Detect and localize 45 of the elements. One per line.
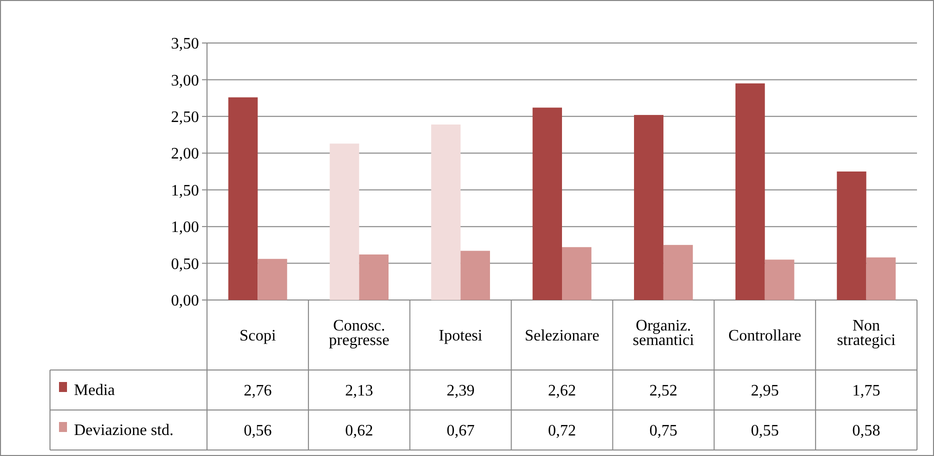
data-label: 2,52 xyxy=(649,382,678,400)
data-label: 0,55 xyxy=(750,422,779,440)
x-tick-label: Conosc. pregresse xyxy=(328,318,390,349)
legend-label: Deviazione std. xyxy=(74,422,174,439)
legend-label: Media xyxy=(74,382,115,399)
bar xyxy=(228,97,258,300)
data-label: 2,13 xyxy=(345,382,374,400)
y-tick-label: 2,00 xyxy=(171,146,199,163)
bar xyxy=(663,244,693,300)
data-label: 0,67 xyxy=(446,422,475,440)
bar xyxy=(460,250,490,300)
x-tick-label: Non strategici xyxy=(836,318,896,349)
bar xyxy=(836,172,866,300)
bar xyxy=(359,254,389,300)
data-label: 2,62 xyxy=(548,382,576,400)
x-tick-label: Organiz. semantici xyxy=(632,318,695,349)
x-tick-label: Ipotesi xyxy=(438,328,483,345)
y-tick-label: 3,50 xyxy=(171,36,199,53)
y-tick-label: 2,50 xyxy=(171,109,199,126)
data-label: 0,56 xyxy=(244,422,272,440)
data-label: 2,95 xyxy=(750,382,779,400)
x-tick-label: Selezionare xyxy=(524,328,600,345)
y-tick-label: 0,50 xyxy=(171,256,199,273)
bar xyxy=(764,260,794,300)
bar xyxy=(866,257,896,300)
data-label: 2,39 xyxy=(446,382,475,400)
y-tick-label: 3,00 xyxy=(171,72,199,90)
y-tick-label: 0,00 xyxy=(171,292,199,310)
bar xyxy=(330,144,360,300)
bar xyxy=(634,114,664,300)
bar xyxy=(735,83,765,300)
data-label: 0,62 xyxy=(345,422,374,440)
bar xyxy=(562,247,592,300)
data-label: 0,75 xyxy=(649,422,678,440)
data-label: 0,72 xyxy=(548,422,576,440)
bar xyxy=(431,124,461,300)
data-label: 0,58 xyxy=(852,422,880,440)
data-label: 2,76 xyxy=(244,382,272,400)
x-tick-label: Scopi xyxy=(239,328,276,345)
x-tick-label: Controllare xyxy=(728,328,802,345)
bar xyxy=(258,258,288,300)
bar xyxy=(532,108,562,300)
y-tick-label: 1,50 xyxy=(171,182,199,200)
data-label: 1,75 xyxy=(852,382,880,400)
y-tick-label: 1,00 xyxy=(171,219,199,236)
